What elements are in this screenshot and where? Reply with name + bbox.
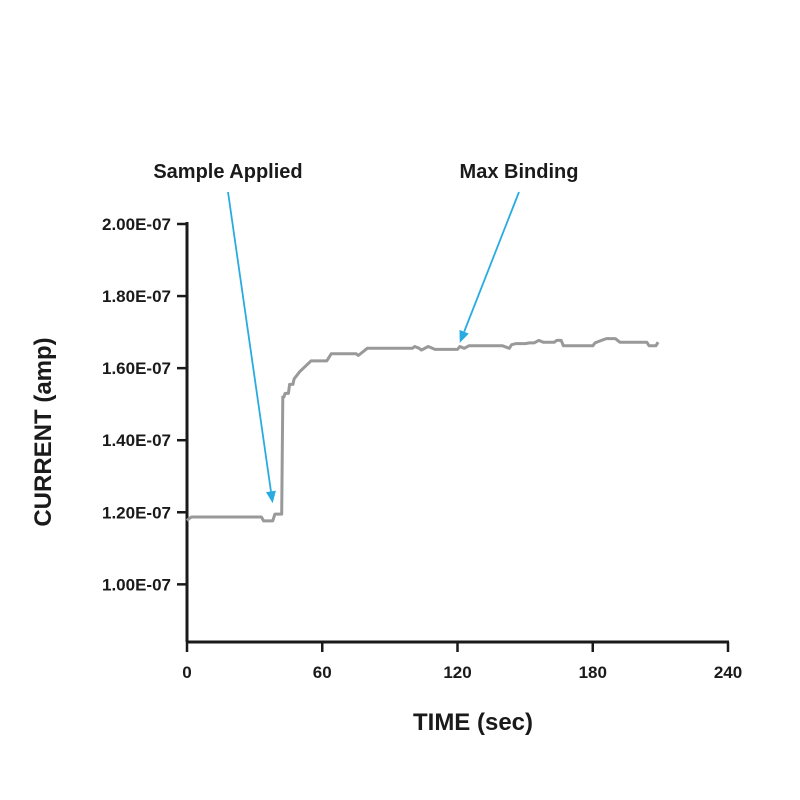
x-tick-label: 180 [579,663,607,682]
y-tick-label: 1.20E-07 [102,503,171,522]
annotation-arrow-head [266,490,276,504]
x-tick-label: 0 [182,663,191,682]
y-tick-label: 1.00E-07 [102,575,171,594]
annotation-label: Max Binding [460,161,579,183]
annotation-arrow-head [459,329,469,343]
series-layer [185,337,660,523]
annotation: Sample Applied [153,161,303,504]
annotation-arrow-shaft [227,191,272,492]
x-axis-title: TIME (sec) [413,709,533,736]
y-axis-title: CURRENT (amp) [30,337,57,526]
x-tick-label: 120 [443,663,471,682]
y-tick-label: 2.00E-07 [102,215,171,234]
y-tick-label: 1.60E-07 [102,359,171,378]
ticks: 1.00E-07 1.20E-07 1.40E-07 1.60E-07 1.80E-07… [102,215,742,682]
annotations: Sample Applied Max Binding [153,161,578,504]
x-tick-label: 60 [313,663,332,682]
x-tick-label: 240 [714,663,742,682]
annotation: Max Binding [459,161,578,343]
y-tick-label: 1.80E-07 [102,287,171,306]
y-tick-label: 1.40E-07 [102,431,171,450]
axes [185,222,729,644]
annotation-arrow-shaft [463,191,520,333]
annotation-label: Sample Applied [153,161,302,183]
series-line [185,337,660,523]
